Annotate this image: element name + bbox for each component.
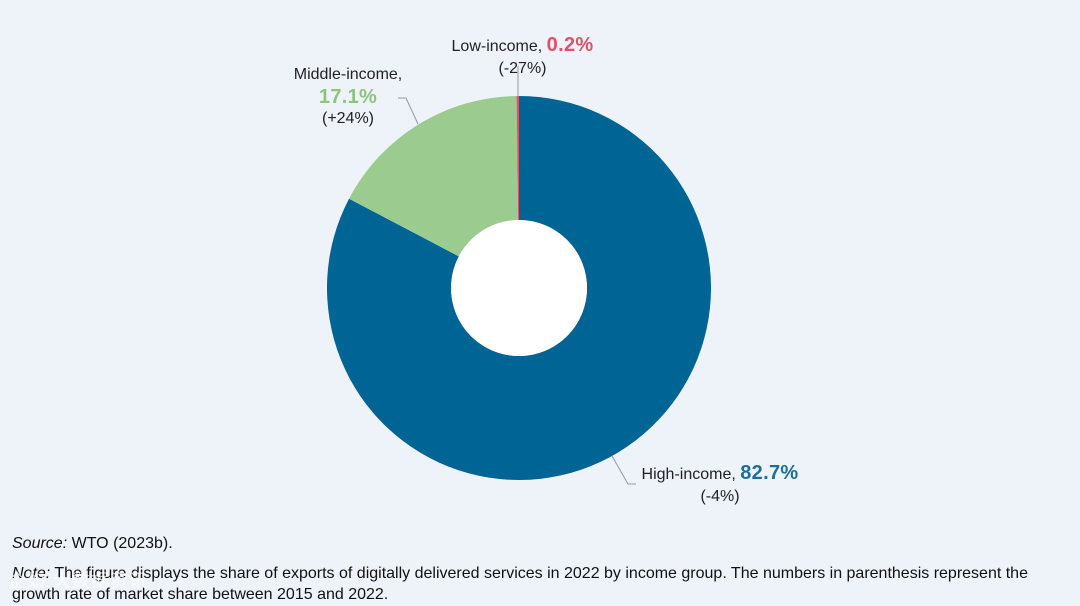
note-line: Note: The figure displays the share of e…: [12, 563, 1074, 605]
donut-chart: [327, 66, 712, 485]
label-middle-income-growth: (+24%): [321, 110, 375, 127]
slice-low-income: [516, 96, 519, 221]
label-high-income-growth: (-4%): [700, 488, 740, 505]
label-low-income-growth: (-27%): [498, 60, 547, 77]
label-low-income-name: Low-income,: [451, 38, 543, 55]
note-label: Note:: [12, 565, 51, 582]
label-high-income-pct: 82.7%: [740, 462, 799, 484]
slices-group: [327, 96, 712, 481]
label-low-income: Low-income, 0.2% (-27%): [410, 34, 635, 80]
source-label: Source:: [12, 535, 68, 552]
label-low-income-pct: 0.2%: [546, 34, 594, 56]
leader-line-middle: [398, 97, 419, 125]
leader-line-high: [611, 455, 636, 485]
label-high-income-name: High-income,: [641, 466, 736, 483]
source-line: Source: WTO (2023b).: [12, 533, 1074, 554]
leader-lines: [398, 66, 636, 485]
label-middle-income: Middle-income, 17.1% (+24%): [263, 64, 433, 130]
label-middle-income-name: Middle-income,: [293, 66, 403, 83]
label-high-income: High-income, 82.7% (-4%): [610, 462, 830, 508]
note-text: The figure displays the share of exports…: [12, 565, 1028, 603]
slice-middle-income: [349, 96, 519, 257]
label-middle-income-pct: 17.1%: [318, 86, 378, 108]
donut-hole: [451, 220, 587, 356]
source-text: WTO (2023b).: [71, 535, 173, 552]
slice-high-income: [327, 96, 712, 481]
